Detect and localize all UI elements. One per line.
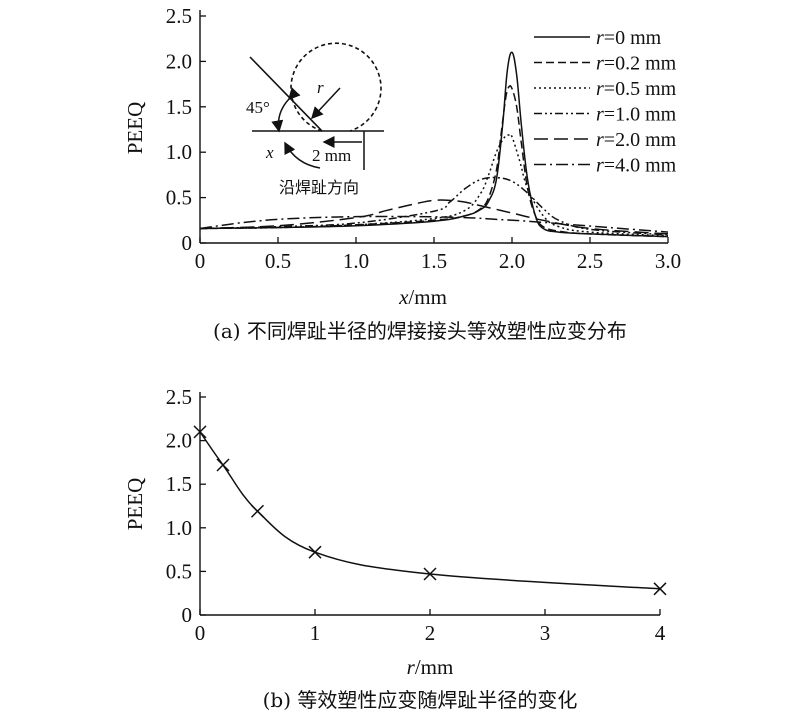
- legend-label-5: r=2.0 mm: [596, 129, 677, 151]
- y-tick-label: 0: [182, 603, 193, 627]
- series-line-2: [199, 84, 669, 238]
- legend-label-6: r=4.0 mm: [596, 155, 677, 177]
- data-point-marker: [308, 545, 322, 559]
- x-tick-label: 1.0: [343, 249, 369, 273]
- x-tick-label: 0: [195, 621, 206, 645]
- inset-x-label: x: [265, 143, 274, 162]
- legend-label-4: r=1.0 mm: [596, 104, 677, 126]
- x-tick-label: 1.5: [421, 249, 447, 273]
- chart-b-caption: (b) 等效塑性应变随焊趾半径的变化: [263, 688, 578, 712]
- series-line-3: [199, 133, 669, 237]
- x-tick-label: 3.0: [655, 249, 681, 273]
- y-tick-label: 2.0: [166, 49, 192, 73]
- chart-a-caption: (a) 不同焊趾半径的焊接接头等效塑性应变分布: [213, 319, 627, 343]
- y-tick-label: 2.5: [166, 385, 192, 409]
- chart-a-lines: [199, 51, 669, 238]
- inset-dist-label: 2 mm: [312, 146, 351, 165]
- x-tick-label: 0: [195, 249, 206, 273]
- inset-x-arrow: [284, 141, 321, 169]
- x-tick-label: 3: [540, 621, 551, 645]
- data-point-marker: [423, 567, 437, 581]
- series-line-1: [199, 431, 661, 590]
- series-line-6: [199, 215, 669, 233]
- legend-label-1: r=0 mm: [596, 27, 662, 49]
- series-line-4: [199, 176, 669, 236]
- y-tick-label: 2.5: [166, 4, 192, 28]
- data-point-marker: [216, 458, 230, 472]
- chart-b-ticks: 0 1 2 3 4 0 0.5 1.0 1.5 2.0 2.5: [166, 385, 666, 645]
- y-tick-label: 2.0: [166, 429, 192, 453]
- chart-a-xlabel: x/mm: [398, 285, 447, 309]
- x-tick-label: 2.5: [577, 249, 603, 273]
- inset-radius-arrow: [310, 87, 341, 120]
- inset-toe-circle: [290, 42, 382, 132]
- y-tick-label: 1.5: [166, 95, 192, 119]
- chart-a-ticks: 0 0.5 1.0 1.5 2.0 2.5 3.0 0 0.5 1.0 1.5 2.0 2.5: [166, 4, 681, 273]
- legend-label-3: r=0.5 mm: [596, 78, 677, 100]
- inset-direction-label: 沿焊趾方向: [279, 178, 359, 197]
- chart-b-ylabel: PEEQ: [123, 478, 147, 531]
- series-line-1: [199, 51, 669, 238]
- inset-schematic: r 45° 2 mm x 沿焊趾方向: [246, 42, 384, 197]
- inset-angle-label: 45°: [246, 98, 270, 117]
- inset-angle-arc: [271, 87, 301, 133]
- y-tick-label: 1.0: [166, 140, 192, 164]
- series-line-5: [199, 199, 669, 235]
- chart-a-ylabel: PEEQ: [123, 102, 147, 155]
- y-tick-label: 1.5: [166, 472, 192, 496]
- y-tick-label: 0.5: [166, 186, 192, 210]
- chart-b-lines: [193, 425, 667, 596]
- chart-b-axes: [199, 392, 660, 616]
- data-point-marker: [193, 425, 207, 439]
- x-tick-label: 0.5: [265, 249, 291, 273]
- x-tick-label: 1: [310, 621, 321, 645]
- x-tick-label: 2.0: [499, 249, 525, 273]
- legend-label-2: r=0.2 mm: [596, 53, 677, 75]
- chart-b: 0 1 2 3 4 0 0.5 1.0 1.5 2.0 2.5 PEEQ r/mm (b) 等效塑性…: [123, 385, 667, 712]
- chart-a-legend: r=0 mm r=0.2 mm r=0.5 mm r=1.0 mm r=2.0 mm r=…: [534, 27, 677, 177]
- chart-b-xlabel: r/mm: [407, 655, 454, 679]
- inset-r-label: r: [317, 78, 324, 97]
- inset-weld-line: [249, 56, 323, 132]
- y-tick-label: 0.5: [166, 559, 192, 583]
- chart-a: 0 0.5 1.0 1.5 2.0 2.5 3.0 0 0.5 1.0 1.5 2.0 2.5 PEEQ…: [123, 4, 681, 343]
- x-tick-label: 2: [425, 621, 436, 645]
- y-tick-label: 1.0: [166, 516, 192, 540]
- data-point-marker: [653, 582, 667, 596]
- y-tick-label: 0: [182, 231, 193, 255]
- data-point-marker: [250, 504, 265, 518]
- x-tick-label: 4: [655, 621, 666, 645]
